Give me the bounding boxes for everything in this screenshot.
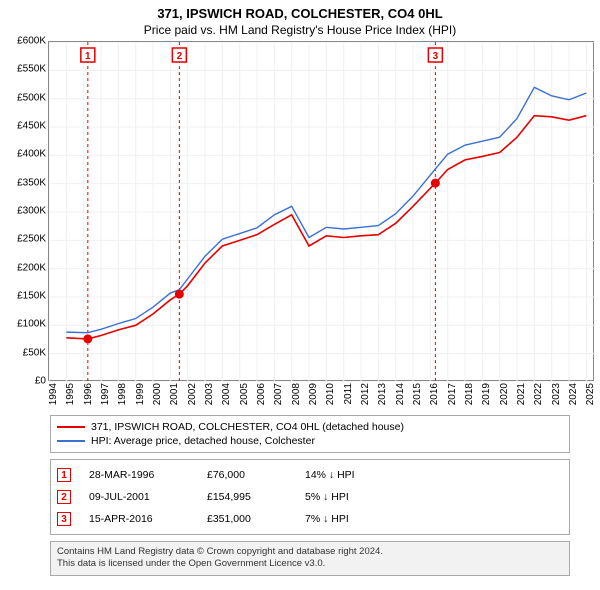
transaction-marker-1: 1 xyxy=(81,48,95,62)
transaction-dot xyxy=(83,334,92,343)
x-tick-label: 2013 xyxy=(377,383,388,405)
x-tick-label: 2008 xyxy=(291,383,302,405)
x-tick-label: 2001 xyxy=(169,383,180,405)
plot-area: 1 2 3 xyxy=(48,41,594,381)
transactions-box: 1 28-MAR-1996 £76,000 14% ↓ HPI 2 09-JUL-2001… xyxy=(50,459,570,535)
y-tick-label: £300K xyxy=(17,206,46,217)
x-tick-label: 2012 xyxy=(360,383,371,405)
x-tick-label: 2019 xyxy=(481,383,492,405)
x-tick-label: 2010 xyxy=(325,383,336,405)
y-tick-label: £100K xyxy=(17,319,46,330)
y-axis: £0£50K£100K£150K£200K£250K£300K£350K£400… xyxy=(0,41,48,381)
legend-swatch xyxy=(57,440,85,442)
y-tick-label: £500K xyxy=(17,92,46,103)
transaction-price: £154,995 xyxy=(207,491,287,503)
footer-line-2: This data is licensed under the Open Gov… xyxy=(57,558,563,570)
y-tick-label: £250K xyxy=(17,234,46,245)
legend-label: 371, IPSWICH ROAD, COLCHESTER, CO4 0HL (… xyxy=(91,421,404,433)
page-subtitle: Price paid vs. HM Land Registry's House … xyxy=(0,21,600,41)
transaction-index-badge: 2 xyxy=(57,490,71,504)
x-tick-label: 2024 xyxy=(568,383,579,405)
svg-text:1: 1 xyxy=(85,51,91,62)
legend-box: 371, IPSWICH ROAD, COLCHESTER, CO4 0HL (… xyxy=(50,415,570,453)
x-tick-label: 2025 xyxy=(585,383,596,405)
x-tick-label: 2003 xyxy=(204,383,215,405)
transaction-marker-2: 2 xyxy=(172,48,186,62)
x-tick-label: 1996 xyxy=(83,383,94,405)
transaction-diff: 14% ↓ HPI xyxy=(305,469,563,481)
footer-line-1: Contains HM Land Registry data © Crown c… xyxy=(57,546,563,558)
chart-container: 371, IPSWICH ROAD, COLCHESTER, CO4 0HL P… xyxy=(0,0,600,590)
footer-attribution: Contains HM Land Registry data © Crown c… xyxy=(50,541,570,576)
x-tick-label: 1994 xyxy=(48,383,59,405)
x-tick-label: 1998 xyxy=(117,383,128,405)
y-tick-label: £450K xyxy=(17,121,46,132)
x-tick-label: 1995 xyxy=(65,383,76,405)
transaction-row: 3 15-APR-2016 £351,000 7% ↓ HPI xyxy=(57,508,563,530)
x-tick-label: 2004 xyxy=(221,383,232,405)
x-tick-label: 2014 xyxy=(395,383,406,405)
x-tick-label: 1997 xyxy=(100,383,111,405)
x-tick-label: 2015 xyxy=(412,383,423,405)
x-tick-label: 2021 xyxy=(516,383,527,405)
x-tick-label: 2002 xyxy=(187,383,198,405)
legend-item: 371, IPSWICH ROAD, COLCHESTER, CO4 0HL (… xyxy=(57,420,563,434)
x-tick-label: 2017 xyxy=(447,383,458,405)
transaction-row: 2 09-JUL-2001 £154,995 5% ↓ HPI xyxy=(57,486,563,508)
transaction-date: 09-JUL-2001 xyxy=(89,491,189,503)
y-tick-label: £550K xyxy=(17,64,46,75)
chart-area: £0 £50K £100K £150K £200K £250K £300K £350K £400… xyxy=(0,41,600,411)
x-tick-label: 1999 xyxy=(135,383,146,405)
y-tick-label: £50K xyxy=(23,347,46,358)
y-tick-label: £400K xyxy=(17,149,46,160)
transaction-index-badge: 1 xyxy=(57,468,71,482)
y-tick-label: £600K xyxy=(17,36,46,47)
x-tick-label: 2005 xyxy=(239,383,250,405)
x-axis: 1994 1995 1996 1997 1998 1999 2000 2001 2002 2003… xyxy=(48,381,594,411)
transaction-price: £76,000 xyxy=(207,469,287,481)
transaction-marker-3: 3 xyxy=(428,48,442,62)
x-tick-label: 2007 xyxy=(273,383,284,405)
transaction-date: 28-MAR-1996 xyxy=(89,469,189,481)
y-tick-label: £200K xyxy=(17,262,46,273)
x-tick-label: 2011 xyxy=(343,383,354,405)
plot-svg: 1 2 3 xyxy=(49,42,595,382)
y-tick-label: £150K xyxy=(17,291,46,302)
legend-swatch xyxy=(57,426,85,428)
legend-item: HPI: Average price, detached house, Colc… xyxy=(57,434,563,448)
transaction-index-badge: 3 xyxy=(57,512,71,526)
transaction-date: 15-APR-2016 xyxy=(89,513,189,525)
x-tick-label: 2016 xyxy=(429,383,440,405)
transaction-dot xyxy=(175,290,184,299)
x-tick-label: 2009 xyxy=(308,383,319,405)
transaction-row: 1 28-MAR-1996 £76,000 14% ↓ HPI xyxy=(57,464,563,486)
transaction-dot xyxy=(431,179,440,188)
transaction-diff: 5% ↓ HPI xyxy=(305,491,563,503)
x-tick-label: 2023 xyxy=(551,383,562,405)
page-title: 371, IPSWICH ROAD, COLCHESTER, CO4 0HL xyxy=(0,0,600,21)
y-tick-label: £350K xyxy=(17,177,46,188)
svg-text:2: 2 xyxy=(177,51,183,62)
x-tick-label: 2018 xyxy=(464,383,475,405)
transaction-diff: 7% ↓ HPI xyxy=(305,513,563,525)
svg-text:3: 3 xyxy=(433,51,439,62)
x-tick-label: 2022 xyxy=(533,383,544,405)
transaction-price: £351,000 xyxy=(207,513,287,525)
legend-label: HPI: Average price, detached house, Colc… xyxy=(91,435,315,447)
x-tick-label: 2000 xyxy=(152,383,163,405)
x-tick-label: 2020 xyxy=(499,383,510,405)
y-tick-label: £0 xyxy=(35,376,46,387)
x-tick-label: 2006 xyxy=(256,383,267,405)
